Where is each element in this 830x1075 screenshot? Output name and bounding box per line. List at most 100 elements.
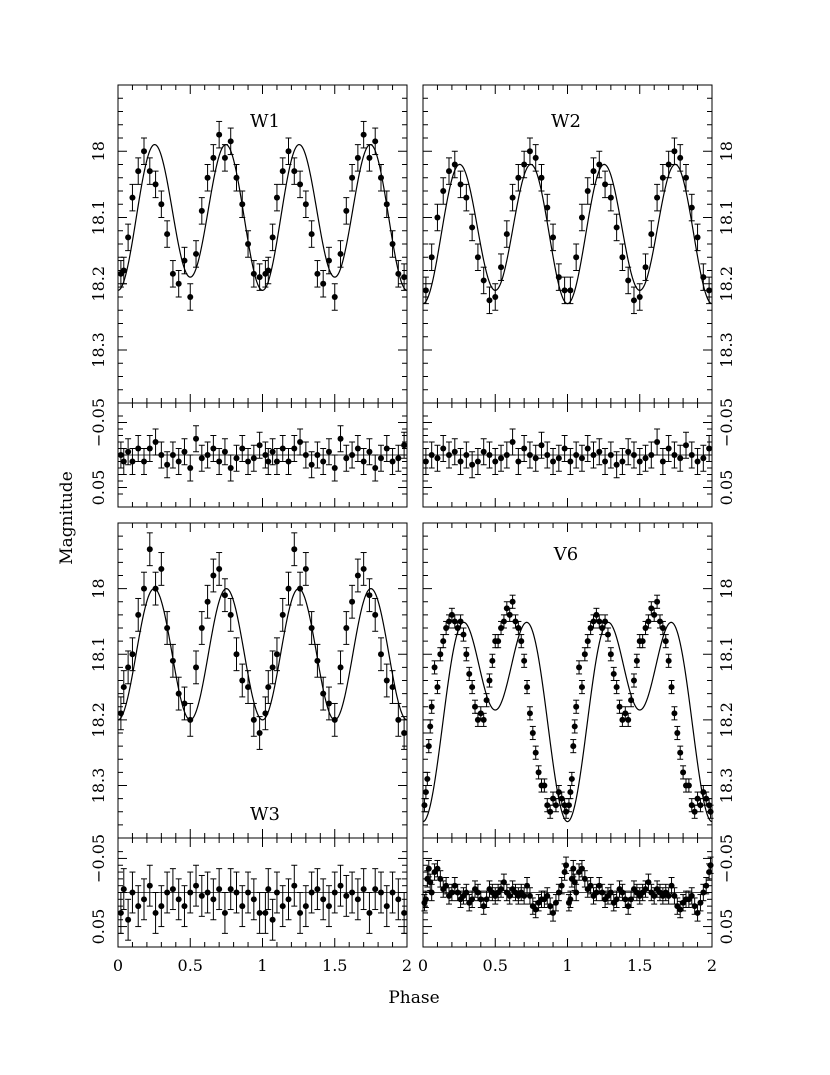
residual-point <box>117 452 124 458</box>
data-point <box>498 264 505 271</box>
data-point <box>437 651 444 658</box>
x-tick-label: 1 <box>257 956 267 975</box>
residual-point <box>129 889 136 896</box>
data-point <box>619 254 626 261</box>
data-point <box>120 684 127 691</box>
data-point <box>535 769 542 776</box>
residual-point <box>688 892 695 899</box>
data-point <box>526 148 533 155</box>
data-point <box>547 808 554 815</box>
data-point <box>169 270 176 277</box>
residual-point <box>428 889 435 896</box>
data-point <box>125 234 132 241</box>
residual-point <box>265 886 272 893</box>
residual-point <box>285 896 292 903</box>
data-point <box>694 234 701 241</box>
data-point <box>193 664 200 671</box>
data-point <box>422 789 429 796</box>
data-point <box>308 231 315 238</box>
data-point <box>639 638 646 645</box>
residual-point <box>619 889 626 896</box>
data-point <box>555 274 562 281</box>
data-point <box>584 188 591 194</box>
data-point <box>495 638 502 645</box>
data-point <box>273 651 280 658</box>
residual-point <box>587 882 594 889</box>
data-point <box>427 723 434 730</box>
data-point <box>680 769 687 776</box>
residual-point <box>454 889 461 896</box>
data-point <box>141 148 148 155</box>
residual-point <box>651 892 658 899</box>
data-point <box>141 585 148 592</box>
residual-point <box>524 882 531 889</box>
residual-point <box>506 892 513 899</box>
data-point <box>187 716 194 723</box>
data-point <box>366 154 373 161</box>
residual-point <box>337 435 344 442</box>
panel-label: V6 <box>553 544 578 565</box>
data-point <box>642 264 649 271</box>
data-point <box>366 592 373 599</box>
residual-point <box>169 886 176 893</box>
data-point <box>187 294 194 300</box>
data-point <box>158 565 165 572</box>
data-point <box>354 572 361 579</box>
residual-point <box>125 916 132 923</box>
residual-point <box>239 903 246 910</box>
data-point <box>576 664 583 671</box>
residual-point <box>250 455 257 462</box>
data-point <box>273 194 280 201</box>
data-point <box>401 274 408 281</box>
residual-point <box>314 452 321 458</box>
x-tick-label: 1 <box>562 956 572 975</box>
y-tick-label: 18.2 <box>89 702 108 738</box>
data-point <box>285 148 292 155</box>
data-point <box>561 287 568 294</box>
panel-label: W3 <box>250 804 280 825</box>
residual-point <box>703 882 710 889</box>
data-point <box>120 267 127 274</box>
residual-point <box>291 882 298 889</box>
y-tick-label: 18 <box>89 578 108 598</box>
residual-point <box>401 442 408 449</box>
data-point <box>613 684 620 691</box>
residual-point <box>642 455 649 462</box>
y-axis-title: Magnitude <box>57 471 77 565</box>
data-point <box>503 231 510 238</box>
data-point <box>135 168 142 175</box>
residual-point <box>547 903 554 910</box>
data-point <box>602 181 609 188</box>
data-point <box>568 775 575 782</box>
data-point <box>521 161 528 168</box>
residual-point <box>688 452 695 458</box>
data-point <box>509 598 516 605</box>
data-point <box>204 598 211 605</box>
data-point <box>472 703 479 710</box>
data-point <box>654 598 661 605</box>
y-tick-label: 18.2 <box>717 702 736 738</box>
data-point <box>434 214 441 221</box>
residual-point <box>682 442 689 449</box>
data-point <box>544 204 551 211</box>
data-point <box>526 710 533 717</box>
data-point <box>648 231 655 238</box>
data-point <box>279 611 286 618</box>
residual-point <box>279 445 286 452</box>
residual-point <box>700 455 707 462</box>
data-point <box>538 174 545 181</box>
data-point <box>665 161 672 168</box>
residual-point <box>677 906 684 913</box>
residual-point <box>325 448 332 455</box>
data-point <box>377 174 384 181</box>
data-point <box>135 611 142 618</box>
residual-point <box>625 448 632 455</box>
data-point <box>204 174 211 181</box>
residual-point <box>273 458 280 465</box>
residual-point <box>563 862 570 869</box>
residual-point <box>210 896 217 903</box>
residual-point <box>552 899 559 906</box>
residual-point <box>198 455 205 462</box>
residual-point <box>593 889 600 896</box>
data-point <box>146 546 153 553</box>
